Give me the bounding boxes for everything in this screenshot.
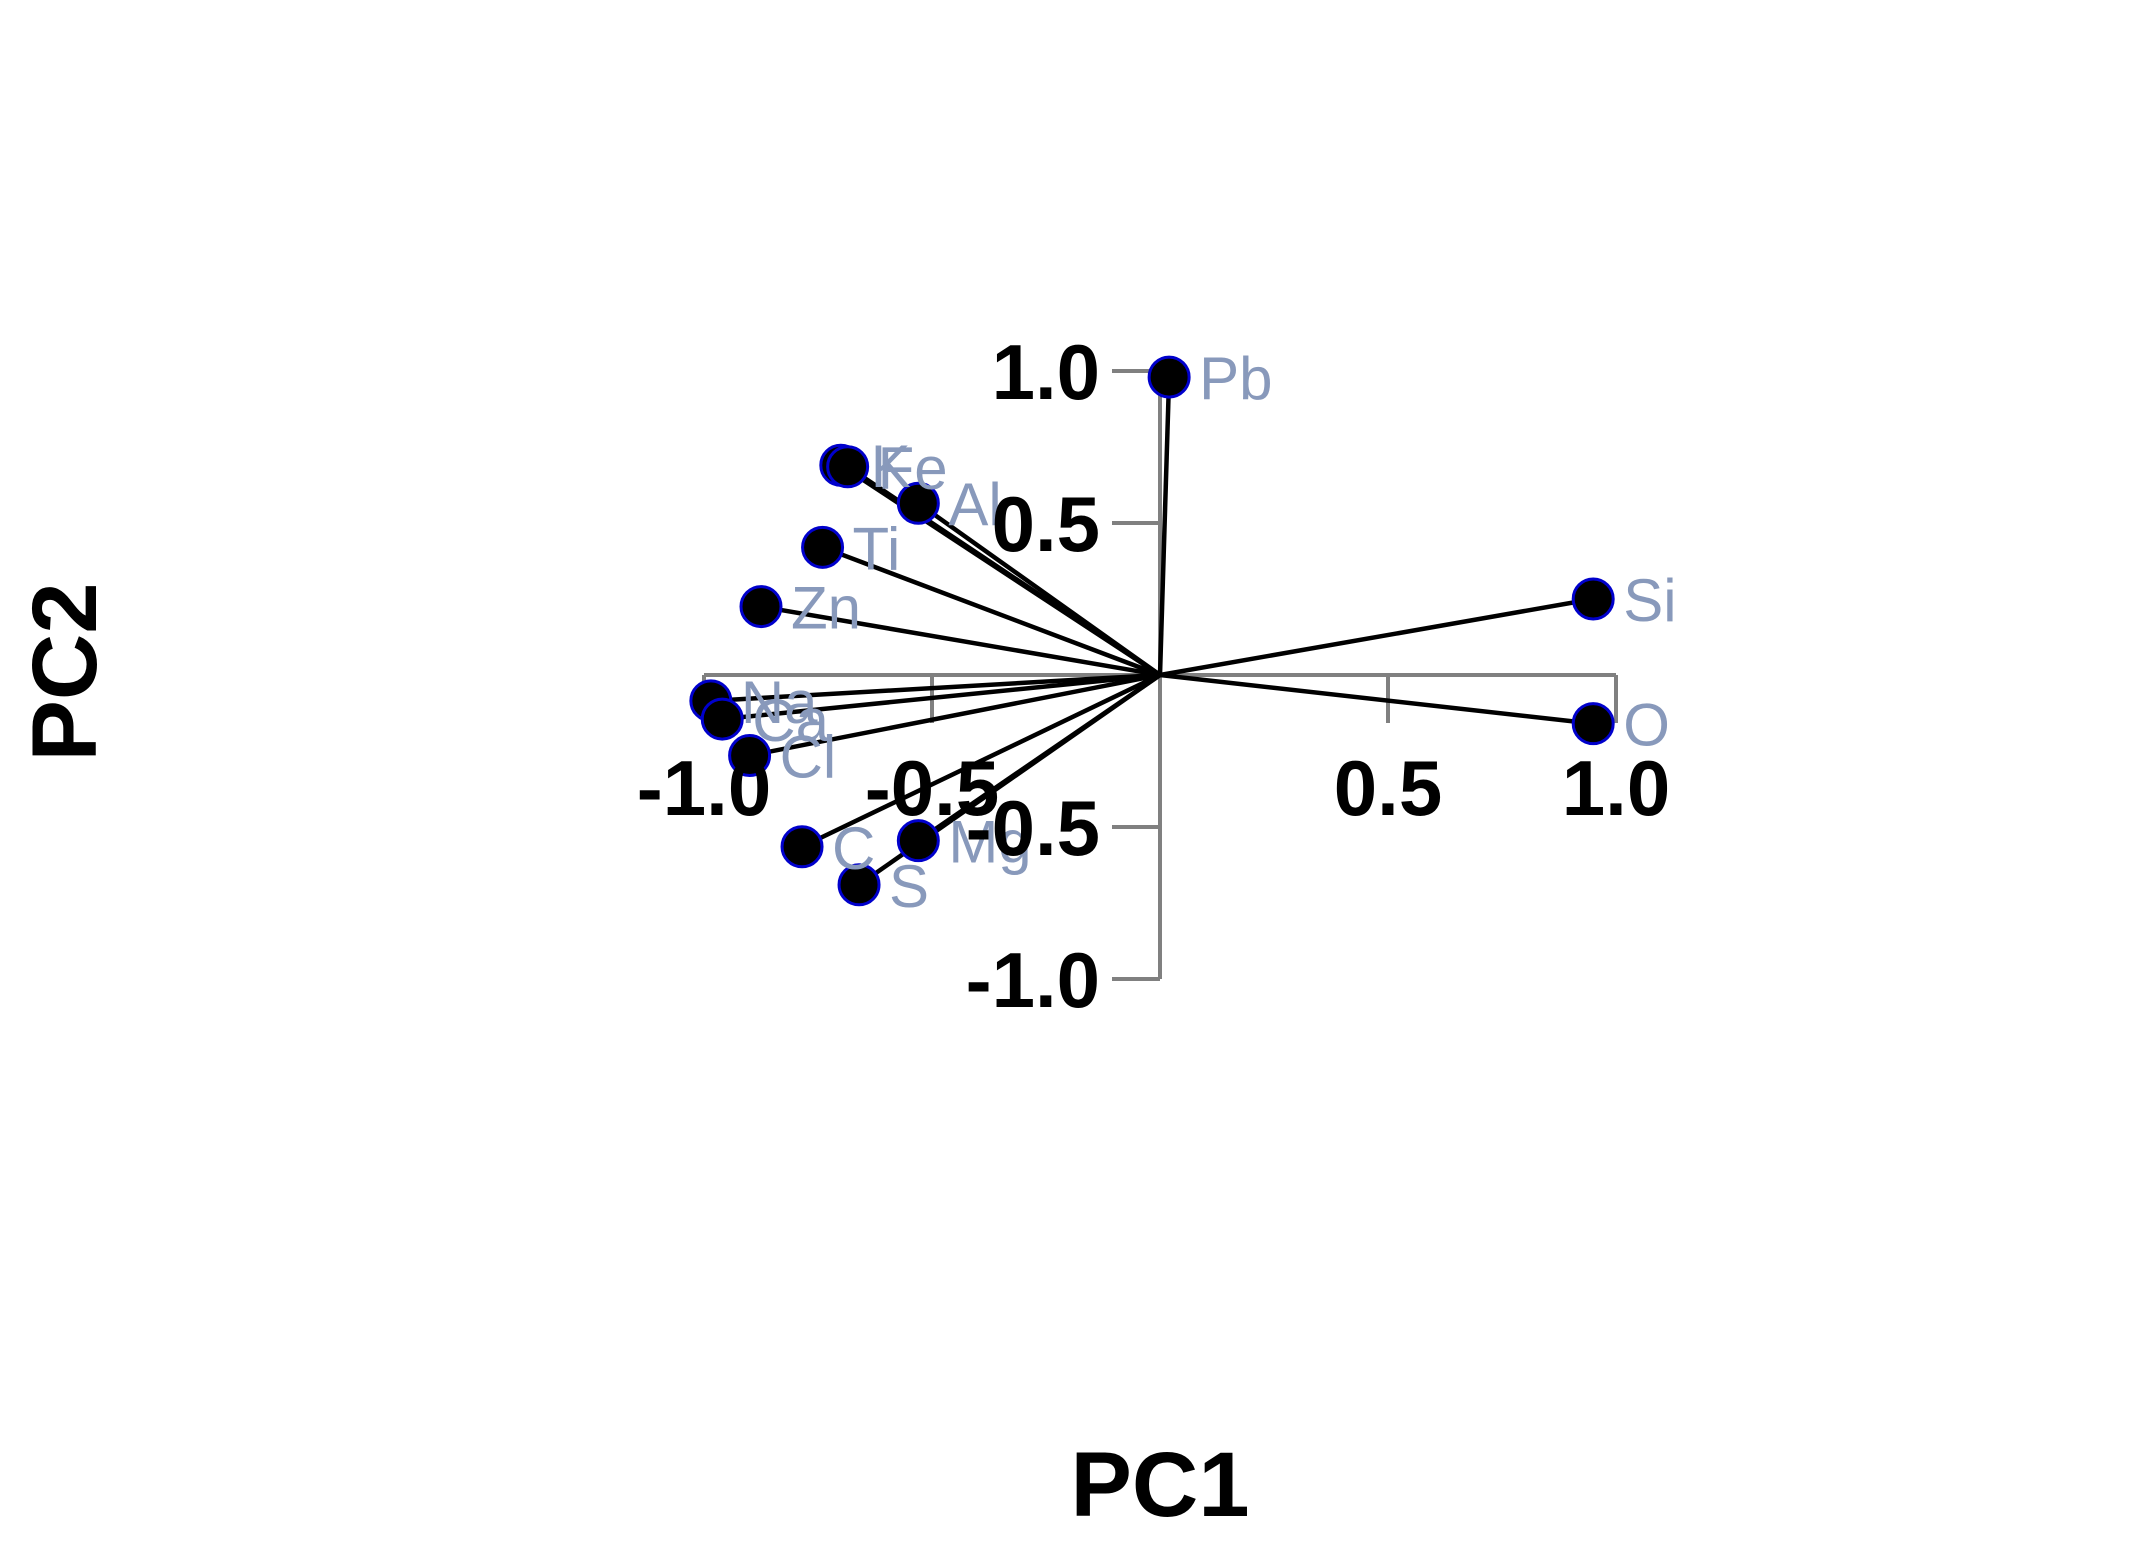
x-tick-label: -0.5 [865, 744, 999, 832]
x-tick-label: 0.5 [1334, 744, 1442, 832]
loading-points [689, 355, 1615, 907]
tick-labels: -1.0 -0.5 0.5 1.0 1.0 0.5 -0.5 -1.0 [637, 328, 1670, 1024]
x-tick-label: 1.0 [1562, 744, 1670, 832]
y-axis-title: PC2 [14, 583, 116, 762]
label-s: S [889, 853, 929, 920]
label-k: K [871, 433, 911, 500]
y-tick-label: -0.5 [966, 784, 1100, 872]
y-tick-label: 1.0 [992, 328, 1100, 416]
point-zn [739, 585, 783, 629]
point-al [896, 481, 940, 525]
vector-al [917, 501, 1162, 677]
point-s [837, 863, 881, 907]
label-pb: Pb [1199, 345, 1272, 412]
label-ca: Ca [752, 687, 829, 754]
point-si [1571, 577, 1615, 621]
point-ca [700, 697, 744, 741]
label-si: Si [1623, 567, 1676, 634]
vector-pb [1157, 377, 1172, 676]
point-o [1571, 702, 1615, 746]
point-ti [801, 525, 845, 569]
y-tick-label: 0.5 [992, 480, 1100, 568]
x-axis-title: PC1 [1071, 1434, 1250, 1536]
vector-o [1159, 672, 1594, 726]
label-cl: Cl [780, 724, 837, 791]
vector-si [1159, 596, 1594, 678]
point-mg [896, 819, 940, 863]
label-na: Na [741, 669, 818, 736]
vector-ca [722, 672, 1161, 722]
vector-ti [821, 545, 1161, 678]
label-o: O [1623, 692, 1670, 759]
point-pb [1147, 355, 1191, 399]
label-al: Al [948, 471, 1001, 538]
point-fe [826, 445, 870, 489]
vector-na [710, 672, 1161, 704]
y-tick-label: -1.0 [966, 936, 1100, 1024]
label-fe: Fe [878, 435, 948, 502]
vector-c [801, 672, 1161, 849]
point-c [780, 825, 824, 869]
vector-zn [760, 604, 1161, 678]
x-tick-label: -1.0 [637, 744, 771, 832]
label-ti: Ti [853, 515, 901, 582]
label-zn: Zn [791, 575, 861, 642]
point-cl [728, 734, 772, 778]
vector-cl [749, 672, 1161, 758]
label-mg: Mg [948, 809, 1031, 876]
label-c: C [832, 815, 875, 882]
